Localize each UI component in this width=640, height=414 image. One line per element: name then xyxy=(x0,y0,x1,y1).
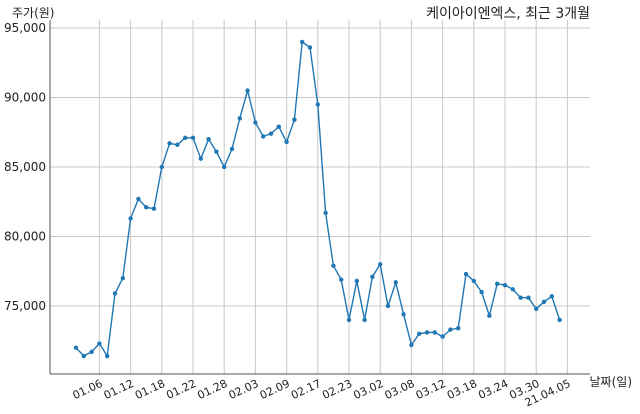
data-point xyxy=(136,196,141,202)
data-point xyxy=(120,276,126,281)
x-tick-label: 02.09 xyxy=(258,377,292,402)
data-point xyxy=(144,205,149,210)
data-point xyxy=(261,134,266,139)
data-point xyxy=(463,271,469,277)
series-group xyxy=(73,39,562,359)
data-point xyxy=(479,289,484,295)
x-tick-label: 01.12 xyxy=(102,377,136,402)
data-point xyxy=(183,135,188,141)
data-point xyxy=(401,312,406,317)
data-point xyxy=(518,295,523,300)
x-tick-label: 02.23 xyxy=(320,377,354,402)
x-tick-label: 01.22 xyxy=(164,377,198,402)
x-tick-label: 03.12 xyxy=(414,377,448,402)
x-tick-label: 02.03 xyxy=(227,377,261,402)
data-point xyxy=(159,164,164,170)
data-point xyxy=(89,349,94,355)
x-tick-label: 03.02 xyxy=(351,377,385,402)
data-point xyxy=(526,295,531,300)
data-point xyxy=(471,278,476,284)
data-point xyxy=(222,164,227,170)
data-point xyxy=(557,317,562,323)
data-point xyxy=(417,331,422,336)
data-point xyxy=(385,303,391,309)
data-point xyxy=(487,313,492,318)
data-point xyxy=(229,146,235,152)
y-tick-label: 75,000 xyxy=(4,299,46,313)
data-point xyxy=(245,88,250,93)
data-point xyxy=(495,281,500,286)
data-point xyxy=(346,317,352,323)
data-point xyxy=(175,142,180,147)
data-point xyxy=(73,345,79,350)
data-point xyxy=(323,210,328,216)
data-point xyxy=(440,334,445,339)
data-point xyxy=(370,274,375,280)
y-tick-label: 80,000 xyxy=(4,230,46,244)
x-tick-label: 01.18 xyxy=(133,377,167,402)
data-point xyxy=(354,278,359,284)
data-point xyxy=(105,353,110,359)
data-point xyxy=(151,206,157,211)
data-point xyxy=(253,120,258,125)
data-point xyxy=(284,139,289,145)
data-point xyxy=(300,39,305,45)
data-point xyxy=(378,262,383,267)
x-tick-label: 03.08 xyxy=(383,377,417,402)
y-tick-label: 90,000 xyxy=(4,91,46,105)
data-point xyxy=(424,330,430,335)
data-point xyxy=(214,149,219,154)
x-tick-label: 02.17 xyxy=(289,377,323,402)
data-point xyxy=(315,102,320,107)
data-point xyxy=(432,330,437,335)
x-tick-label: 03.18 xyxy=(445,377,479,402)
x-tick-label: 01.06 xyxy=(71,377,105,402)
data-point xyxy=(112,291,118,296)
data-point xyxy=(167,141,172,146)
data-point xyxy=(409,342,414,348)
y-axis-label: 주가(원) xyxy=(12,6,54,20)
x-tick-label: 01.28 xyxy=(195,377,229,402)
data-point xyxy=(393,280,398,285)
data-point xyxy=(456,326,461,331)
data-point xyxy=(331,263,336,268)
data-point xyxy=(128,216,133,221)
x-tick-labels: 01.0601.1201.1801.2201.2802.0302.0902.17… xyxy=(71,377,573,409)
y-tick-label: 95,000 xyxy=(4,21,46,35)
chart-title: 케이아이엔엑스, 최근 3개월 xyxy=(426,6,590,22)
y-tick-labels: 75,000 80,000 85,000 90,000 95,000 xyxy=(4,21,46,313)
x-tick-label: 03.24 xyxy=(476,377,510,402)
data-point xyxy=(292,117,297,122)
data-point xyxy=(97,341,102,346)
data-point xyxy=(502,282,508,288)
data-point xyxy=(339,277,344,282)
data-point xyxy=(206,137,211,142)
data-point xyxy=(534,306,539,311)
data-point xyxy=(268,131,274,136)
x-axis-label: 날짜(일) xyxy=(590,375,632,389)
data-point xyxy=(549,294,554,299)
data-point xyxy=(237,116,242,121)
data-point xyxy=(276,124,281,129)
data-point xyxy=(190,135,196,141)
data-point xyxy=(541,299,547,305)
axes xyxy=(49,20,590,375)
y-tick-label: 85,000 xyxy=(4,160,46,174)
data-point xyxy=(307,45,313,50)
grid-lines xyxy=(50,20,590,374)
data-point xyxy=(510,287,515,292)
data-point xyxy=(448,327,453,332)
data-point xyxy=(362,317,367,323)
data-point xyxy=(198,156,203,161)
data-point xyxy=(81,353,87,359)
